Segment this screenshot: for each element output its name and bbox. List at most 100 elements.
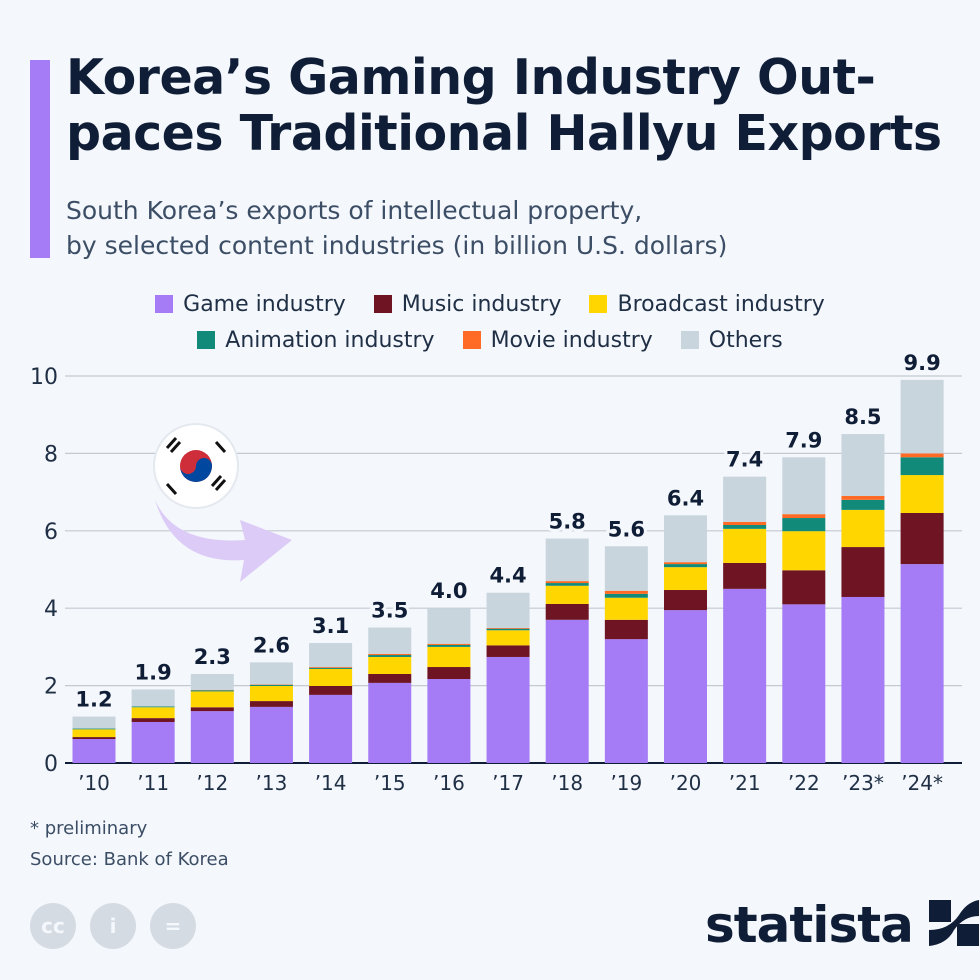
legend-label: Others <box>708 327 783 353</box>
bar-segment-game-industry <box>664 610 707 763</box>
bar-segment-movie-industry <box>664 562 707 565</box>
legend-label: Game industry <box>183 291 346 317</box>
total-label: 8.5 <box>844 405 881 429</box>
bar-segment-animation-industry <box>545 583 589 586</box>
y-tick-label: 6 <box>44 520 58 545</box>
x-tick-label: ’16 <box>433 771 465 795</box>
bar-segment-music-industry <box>427 667 471 680</box>
bar-segment-others <box>486 592 530 628</box>
bar-segment-music-industry <box>72 737 116 740</box>
statista-logo: statista <box>705 896 980 954</box>
bar-segment-broadcast-industry <box>664 567 707 591</box>
total-label: 7.9 <box>785 428 822 452</box>
bar-segment-game-industry <box>131 721 175 763</box>
bar-segment-others <box>131 689 175 707</box>
total-label: 7.4 <box>726 448 763 472</box>
no-derivatives-icon: = <box>150 903 196 949</box>
bar-segment-others <box>545 538 589 582</box>
legend-item: Others <box>680 327 783 353</box>
bar-segment-others <box>723 476 767 522</box>
x-tick-label: ’13 <box>256 771 288 795</box>
bar-segment-game-industry <box>72 739 116 763</box>
bar-segment-music-industry <box>782 570 826 605</box>
bar-segment-broadcast-industry <box>190 691 234 708</box>
x-tick-label: ’23* <box>842 771 884 795</box>
bar-segment-game-industry <box>545 619 589 763</box>
bar-segment-game-industry <box>604 639 648 763</box>
total-label: 5.8 <box>549 510 586 534</box>
bar-segment-animation-industry <box>131 706 175 708</box>
bar-segment-game-industry <box>782 604 826 763</box>
subtitle-line-1: South Korea’s exports of intellectual pr… <box>66 196 643 225</box>
bar-segment-movie-industry <box>545 581 589 584</box>
legend-swatch <box>373 295 392 313</box>
legend-swatch <box>462 331 481 349</box>
brand-name: statista <box>705 896 914 954</box>
footnote: * preliminary <box>30 818 148 839</box>
bar-segment-broadcast-industry <box>604 597 648 620</box>
total-label: 6.4 <box>667 486 704 510</box>
legend-label: Music industry <box>401 291 562 317</box>
bar-segment-music-industry <box>900 512 944 565</box>
legend-item: Music industry <box>373 291 562 317</box>
bar-segment-others <box>604 546 648 591</box>
total-label: 3.1 <box>312 614 349 638</box>
bar-segment-music-industry <box>604 619 648 640</box>
title-accent-bar <box>30 60 50 258</box>
bar-segment-movie-industry <box>841 495 885 500</box>
x-tick-label: ’20 <box>670 771 702 795</box>
bar-segment-others <box>368 627 412 654</box>
bar-segment-movie-industry <box>309 667 353 668</box>
bar-segment-game-industry <box>368 682 412 763</box>
cc-icon: cc <box>30 903 76 949</box>
bar-segment-movie-industry <box>368 653 412 656</box>
y-tick-label: 8 <box>44 442 58 467</box>
bar-segment-music-industry <box>309 685 353 695</box>
bar-segment-game-industry <box>249 706 293 763</box>
bar-segment-animation-industry <box>427 644 471 647</box>
total-label: 3.5 <box>371 599 408 623</box>
bar-segment-others <box>309 643 353 668</box>
bar-segment-broadcast-industry <box>131 707 175 719</box>
bar-segment-music-industry <box>131 718 175 722</box>
source: Source: Bank of Korea <box>30 849 229 870</box>
legend-label: Broadcast industry <box>617 291 825 317</box>
legend-item: Movie industry <box>462 328 653 353</box>
bar-segment-game-industry <box>900 564 944 763</box>
bar-segment-animation-industry <box>309 667 353 669</box>
bar-segment-animation-industry <box>841 499 885 510</box>
y-tick-label: 2 <box>44 675 58 700</box>
total-label: 4.4 <box>489 564 526 588</box>
bar-segment-animation-industry <box>72 728 116 730</box>
x-tick-label: ’22 <box>788 771 820 795</box>
x-tick-label: ’21 <box>729 771 761 795</box>
legend-item: Animation industry <box>197 328 435 353</box>
x-tick-label: ’17 <box>492 771 524 795</box>
x-tick-label: ’14 <box>315 771 347 795</box>
legend-swatch <box>155 295 174 313</box>
bar-segment-broadcast-industry <box>782 531 826 571</box>
total-label: 1.9 <box>135 660 172 684</box>
bar-segment-music-industry <box>249 701 293 707</box>
bar-segment-others <box>664 515 707 563</box>
bar-segment-broadcast-industry <box>841 509 885 548</box>
bar-segment-broadcast-industry <box>427 646 471 668</box>
bar-segment-game-industry <box>427 679 471 763</box>
total-label: 2.3 <box>194 645 231 669</box>
bar-segment-game-industry <box>841 596 885 763</box>
bar-segment-movie-industry <box>782 514 826 519</box>
bar-segment-animation-industry <box>368 655 412 657</box>
x-tick-label: ’18 <box>551 771 583 795</box>
bar-segment-others <box>841 434 885 496</box>
bar-segment-music-industry <box>368 673 412 683</box>
y-tick-label: 10 <box>30 365 58 390</box>
bar-segment-movie-industry <box>427 643 471 645</box>
bar-segment-animation-industry <box>190 690 234 692</box>
legend-swatch <box>589 295 608 313</box>
bar-segment-others <box>72 716 116 729</box>
bar-segment-music-industry <box>545 603 589 620</box>
bar-segment-game-industry <box>190 711 234 763</box>
total-label: 9.9 <box>903 351 940 375</box>
bar-segment-broadcast-industry <box>309 668 353 686</box>
